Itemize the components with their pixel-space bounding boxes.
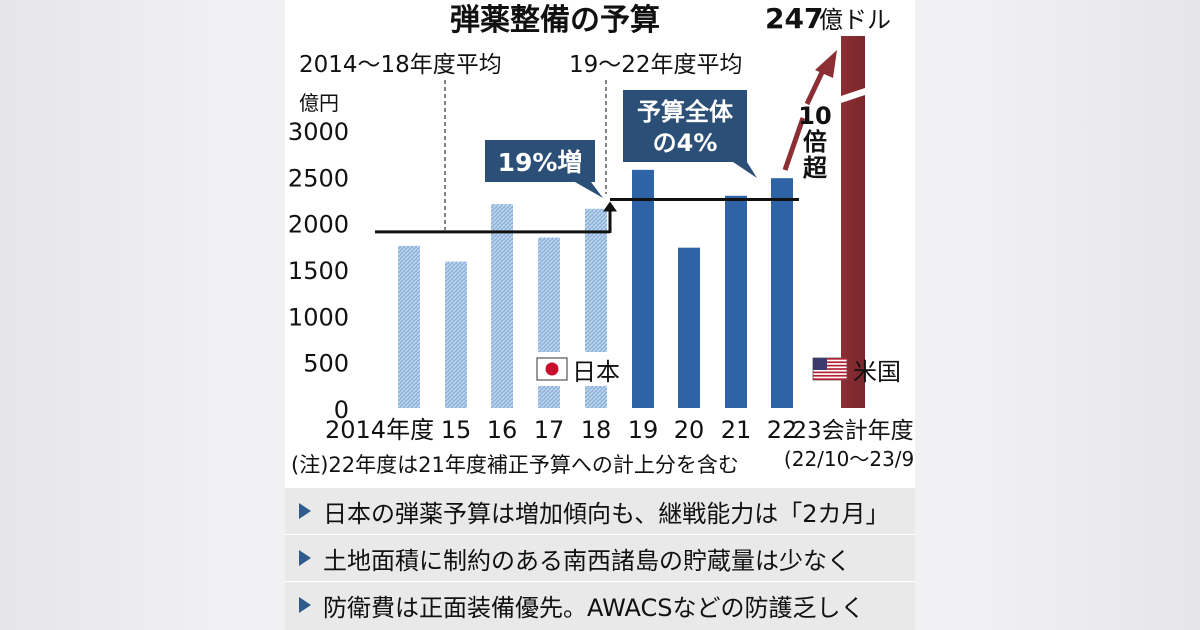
chart-title: 弾薬整備の予算 xyxy=(450,3,660,38)
x-tick-label: 2014年度 xyxy=(325,416,434,444)
us-flag-canton xyxy=(813,358,827,370)
x-tick-label: 22 xyxy=(767,416,798,444)
increase-arrow-head xyxy=(603,201,617,212)
x-tick-label: 16 xyxy=(487,416,518,444)
bar-japan xyxy=(632,169,654,408)
us-flag-stripe xyxy=(813,361,847,364)
x-tick-label: 19 xyxy=(628,416,659,444)
us-flag-stripe xyxy=(813,368,847,370)
multiplier-arrow xyxy=(782,117,806,171)
key-point: 防衛費は正面装備優先。AWACSなどの防護乏しく xyxy=(285,582,915,628)
key-points: 日本の弾薬予算は増加傾向も、継戦能力は「2カ月」 土地面積に制約のある南西諸島の… xyxy=(285,488,915,630)
multiplier-arrow-head xyxy=(815,50,837,78)
divider xyxy=(285,581,915,582)
callout-box xyxy=(623,90,747,162)
infographic-panel: 0 500 1000 1500 2000 2500 3000 億円日本 2014年度 15 16 17… xyxy=(285,0,915,630)
key-point-text: 土地面積に制約のある南西諸島の貯蔵量は少なく xyxy=(323,546,851,575)
period-label-late: 19〜22年度平均 xyxy=(569,52,743,78)
us-period-label: (22/10〜23/9) xyxy=(784,447,915,471)
key-point: 日本の弾薬予算は増加傾向も、継戦能力は「2カ月」 xyxy=(285,488,915,534)
callout-pointer xyxy=(733,162,757,178)
x-tick-label: 21 xyxy=(721,416,752,444)
bullet-triangle-icon xyxy=(299,503,311,519)
us-value-unit: 億ドル xyxy=(819,6,891,34)
y-tick-label: 500 xyxy=(303,350,349,378)
callout-box xyxy=(485,140,595,182)
bar-japan xyxy=(491,204,513,408)
y-tick-label: 2000 xyxy=(288,211,349,239)
footnote: (注)22年度は21年度補正予算への計上分を含む xyxy=(291,453,739,477)
share-label: の4% xyxy=(653,129,718,157)
y-tick-label: 3000 xyxy=(288,118,349,146)
period-label-early: 2014〜18年度平均 xyxy=(299,52,502,78)
scale-break xyxy=(795,106,815,118)
y-tick-label: 1000 xyxy=(288,303,349,331)
bar-japan xyxy=(398,245,420,408)
divider xyxy=(285,534,915,535)
x-tick-label: 17 xyxy=(534,416,565,444)
bar-japan xyxy=(678,247,700,408)
share-label: 予算全体 xyxy=(637,98,734,126)
x-tick-label-us: 23会計年度 xyxy=(792,418,913,444)
key-point: 土地面積に制約のある南西諸島の貯蔵量は少なく xyxy=(285,535,915,581)
us-flag-stripe xyxy=(813,378,847,380)
multiplier-label: 10 xyxy=(798,102,831,130)
x-tick-label: 15 xyxy=(441,416,472,444)
key-point-text: 防衛費は正面装備優先。AWACSなどの防護乏しく xyxy=(323,593,865,622)
bullet-triangle-icon xyxy=(299,550,311,566)
x-tick-label: 18 xyxy=(581,416,612,444)
legend-us-label: 米国 xyxy=(853,358,901,386)
bar-japan xyxy=(725,195,747,408)
increase-label: 19%増 xyxy=(498,148,583,177)
key-point-text: 日本の弾薬予算は増加傾向も、継戦能力は「2カ月」 xyxy=(323,499,890,528)
scale-break xyxy=(835,86,871,105)
bar-japan xyxy=(445,261,467,408)
us-value-number: 247 xyxy=(765,2,823,35)
y-tick-label: 2500 xyxy=(288,164,349,192)
x-tick-label: 20 xyxy=(674,416,705,444)
us-flag-stripe xyxy=(813,374,847,377)
us-flag-stripe xyxy=(813,358,847,360)
callout-pointer xyxy=(575,182,603,198)
multiplier-label: 超 xyxy=(803,154,828,182)
bullet-triangle-icon xyxy=(299,597,311,613)
japan-flag-sun xyxy=(545,362,559,376)
bar-japan xyxy=(771,178,793,408)
us-flag-stripe xyxy=(813,371,847,374)
legend-japan-label: 日本 xyxy=(572,358,620,386)
y-tick-label: 1500 xyxy=(288,257,349,285)
us-flag-stripe xyxy=(813,364,847,367)
y-tick-label: 0 xyxy=(334,396,349,424)
multiplier-label: 倍 xyxy=(803,128,827,156)
y-unit-label: 億円 xyxy=(299,91,339,115)
